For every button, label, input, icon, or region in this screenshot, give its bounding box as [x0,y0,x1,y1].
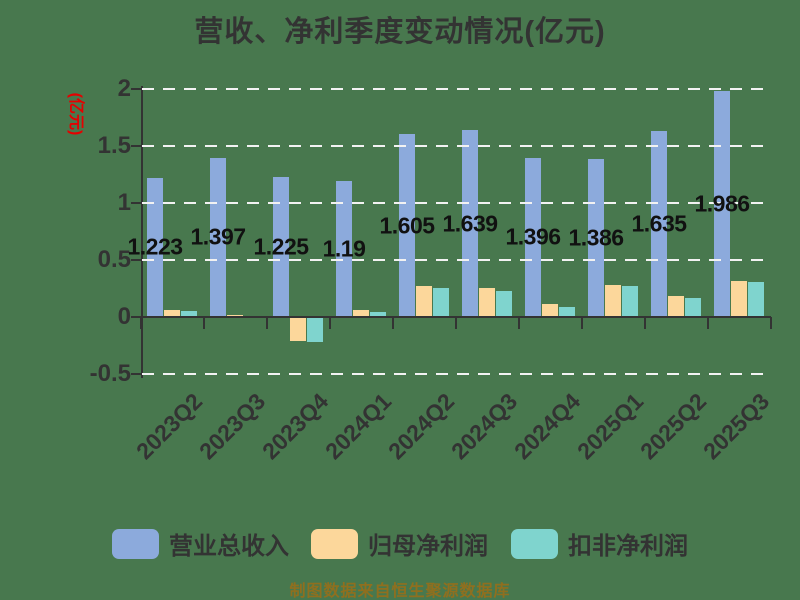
value-label-2025Q3: 1.986 [694,190,750,217]
x-tick [266,317,268,329]
bar-归母净利润-2024Q4 [542,304,558,317]
gridline--0.5 [142,373,772,375]
bar-归母净利润-2025Q3 [731,281,747,317]
bar-扣非净利润-2025Q3 [748,282,764,317]
legend-item-revenue[interactable]: 营业总收入 [112,526,289,561]
gridline-2 [142,88,772,90]
x-tick [392,317,394,329]
deducted-profit-legend-swatch [511,528,558,559]
y-tick-label-1: 1 [117,189,131,216]
x-tick [518,317,520,329]
value-label-2024Q1: 1.19 [322,235,366,262]
bar-营业总收入-2024Q4 [525,158,541,317]
y-tick-1 [131,202,141,204]
legend-item-net-profit[interactable]: 归母净利润 [311,526,488,561]
y-tick-0.5 [131,259,141,261]
bar-归母净利润-2025Q2 [668,296,684,317]
bar-归母净利润-2024Q1 [353,310,369,317]
y-tick-label-1.5: 1.5 [97,132,131,159]
bar-营业总收入-2024Q1 [336,181,352,317]
chart-title: 营收、净利季度变动情况(亿元) [194,16,606,48]
bar-营业总收入-2025Q2 [651,131,667,317]
value-label-2023Q3: 1.397 [190,223,246,250]
value-label-2023Q2: 1.223 [127,233,183,260]
revenue-legend-swatch [112,528,159,559]
value-label-2023Q4: 1.225 [253,233,309,260]
y-tick-label--0.5: -0.5 [89,360,131,387]
net-profit-legend-swatch [311,528,358,559]
bar-营业总收入-2025Q1 [588,159,604,317]
x-tick [644,317,646,329]
y-axis-line [141,86,143,378]
bar-营业总收入-2024Q3 [462,130,478,317]
y-tick-0 [131,316,141,318]
gridline-0.5 [142,259,772,261]
data-source-note: 制图数据来自恒生聚源数据库 [289,583,511,600]
y-tick-label-0.5: 0.5 [97,246,131,273]
bar-归母净利润-2024Q3 [479,288,495,317]
bar-扣非净利润-2024Q2 [433,288,449,317]
value-label-2024Q2: 1.605 [379,212,435,238]
y-tick--0.5 [131,373,141,375]
net-profit-legend-label: 归母净利润 [368,533,488,560]
bar-营业总收入-2023Q3 [210,158,226,317]
x-tick [707,317,709,329]
bar-扣非净利润-2024Q1 [370,312,386,317]
y-tick-label-0: 0 [117,303,131,330]
value-label-2024Q3: 1.639 [442,210,498,237]
y-tick-2 [131,88,141,90]
y-tick-label-2: 2 [117,75,131,102]
bar-扣非净利润-2023Q4 [307,318,323,342]
revenue-legend-label: 营业总收入 [169,533,289,560]
x-tick [455,317,457,329]
bar-扣非净利润-2023Q2 [181,311,197,317]
value-label-2025Q2: 1.635 [631,210,687,237]
value-label-2025Q1: 1.386 [568,224,624,251]
x-tick [770,317,772,329]
bar-扣非净利润-2025Q2 [685,298,701,317]
x-tick [203,317,205,329]
x-tick [329,317,331,329]
y-tick-1.5 [131,145,141,147]
bar-扣非净利润-2025Q1 [622,286,638,317]
bar-扣非净利润-2024Q4 [559,307,575,317]
bar-扣非净利润-2024Q3 [496,291,512,317]
bar-营业总收入-2023Q4 [273,177,289,317]
bar-归母净利润-2023Q2 [164,310,180,317]
legend-item-deducted-profit[interactable]: 扣非净利润 [511,526,688,561]
gridline-1 [142,202,772,204]
bar-营业总收入-2024Q2 [399,134,415,317]
value-label-2024Q4: 1.396 [505,223,561,250]
x-tick [140,317,142,329]
bar-归母净利润-2025Q1 [605,285,621,317]
bar-营业总收入-2023Q2 [147,178,163,317]
bar-归母净利润-2024Q2 [416,286,432,317]
gridline-1.5 [142,145,772,147]
bar-归母净利润-2023Q4 [290,318,306,341]
deducted-profit-legend-label: 扣非净利润 [568,533,688,560]
x-tick [581,317,583,329]
